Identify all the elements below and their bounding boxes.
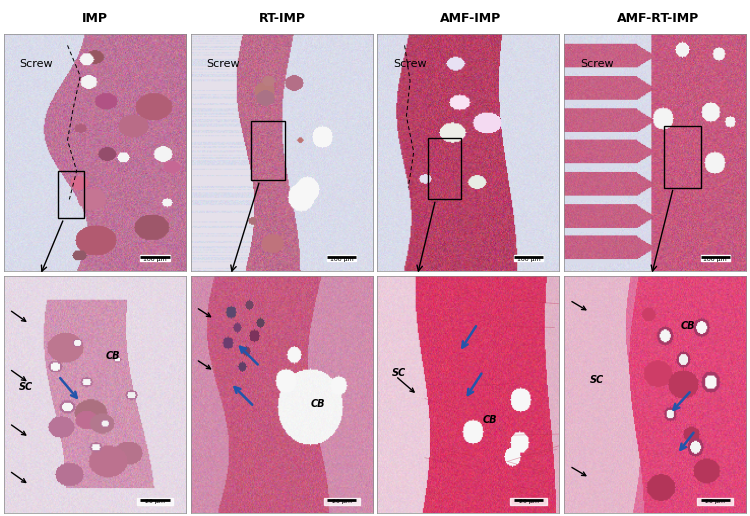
Text: SC: SC	[392, 368, 406, 378]
Bar	[136, 498, 173, 505]
Bar	[664, 126, 700, 188]
Text: CB: CB	[310, 399, 326, 409]
Bar	[323, 498, 360, 505]
Text: SC: SC	[590, 375, 604, 385]
Text: 20 μm: 20 μm	[518, 499, 538, 504]
Bar	[514, 255, 543, 261]
Bar	[327, 255, 356, 261]
Text: 100 μm: 100 μm	[704, 257, 728, 262]
Text: 20 μm: 20 μm	[705, 499, 725, 504]
Text: CB: CB	[106, 351, 120, 361]
Bar	[700, 255, 730, 261]
Bar	[251, 121, 285, 181]
Text: SC: SC	[19, 382, 33, 392]
Text: Screw: Screw	[206, 59, 240, 69]
Text: Screw: Screw	[393, 59, 427, 69]
Bar	[697, 498, 734, 505]
Bar	[510, 498, 547, 505]
Text: 100 μm: 100 μm	[330, 257, 353, 262]
Bar	[428, 138, 461, 199]
Text: 20 μm: 20 μm	[145, 499, 165, 504]
Text: Screw: Screw	[580, 59, 614, 69]
Text: 100 μm: 100 μm	[517, 257, 541, 262]
Text: AMF-RT-IMP: AMF-RT-IMP	[616, 12, 699, 25]
Bar	[58, 171, 84, 218]
Text: RT-IMP: RT-IMP	[260, 12, 306, 25]
Text: IMP: IMP	[82, 12, 108, 25]
Text: 20 μm: 20 μm	[332, 499, 352, 504]
Text: Screw: Screw	[20, 59, 53, 69]
Bar	[140, 255, 170, 261]
Text: 100 μm: 100 μm	[143, 257, 166, 262]
Text: CB: CB	[681, 320, 695, 331]
Text: CB: CB	[483, 415, 497, 425]
Text: AMF-IMP: AMF-IMP	[440, 12, 501, 25]
